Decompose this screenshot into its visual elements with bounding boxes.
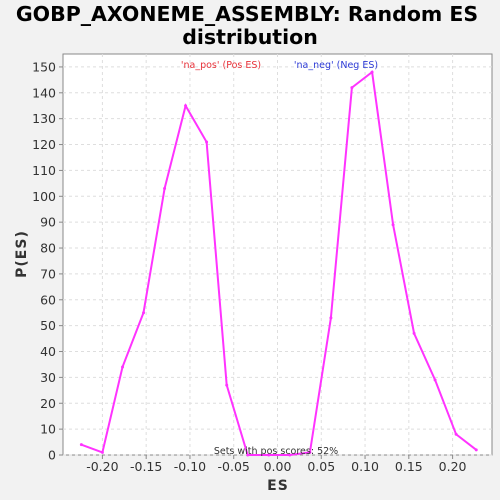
y-tick-label: 10 bbox=[40, 422, 56, 437]
data-point bbox=[288, 453, 292, 457]
data-point bbox=[79, 443, 83, 447]
data-point bbox=[100, 450, 104, 454]
y-tick-label: 50 bbox=[40, 318, 56, 333]
y-axis-label: P(ES) bbox=[14, 230, 30, 278]
x-tick-label: -0.10 bbox=[174, 459, 206, 474]
data-point bbox=[474, 448, 478, 452]
y-tick-label: 110 bbox=[32, 163, 56, 178]
x-axis-label: ES bbox=[267, 478, 289, 494]
data-point bbox=[267, 453, 271, 457]
data-point bbox=[391, 223, 395, 227]
es-distribution-line bbox=[81, 70, 477, 456]
x-tick-label: -0.05 bbox=[218, 459, 250, 474]
chart-title-line-2: distribution bbox=[182, 25, 318, 49]
x-tick-label: -0.15 bbox=[130, 459, 162, 474]
legend-pos-es: 'na_pos' (Pos ES) bbox=[181, 60, 261, 71]
x-tick-label: 0.05 bbox=[307, 459, 335, 474]
y-tick-label: 30 bbox=[40, 370, 56, 385]
x-axis-ticks: -0.20 -0.15 -0.10 -0.05 0.00 0.05 0.10 0.15 0.20 bbox=[86, 455, 467, 474]
y-axis-ticks: 0 10 20 30 40 50 60 70 80 90 100 110 120 130 140 150 bbox=[32, 59, 63, 463]
y-tick-label: 90 bbox=[40, 215, 56, 230]
y-tick-label: 20 bbox=[40, 396, 56, 411]
data-point bbox=[142, 311, 146, 315]
data-point bbox=[184, 104, 188, 108]
data-points bbox=[79, 70, 478, 457]
data-point bbox=[454, 432, 458, 436]
x-tick-label: 0.00 bbox=[264, 459, 292, 474]
data-point bbox=[412, 331, 416, 335]
chart-title-line-1: GOBP_AXONEME_ASSEMBLY: Random ES bbox=[16, 2, 478, 26]
y-tick-label: 120 bbox=[32, 137, 56, 152]
y-tick-label: 150 bbox=[32, 59, 56, 74]
data-point bbox=[163, 187, 167, 191]
data-point bbox=[308, 450, 312, 454]
grid bbox=[63, 54, 492, 456]
x-tick-label: -0.20 bbox=[86, 459, 118, 474]
x-tick-label: 0.20 bbox=[439, 459, 467, 474]
y-tick-label: 60 bbox=[40, 292, 56, 307]
data-point bbox=[329, 316, 333, 320]
y-tick-label: 40 bbox=[40, 344, 56, 359]
data-point bbox=[370, 70, 374, 74]
data-point bbox=[205, 140, 209, 144]
y-tick-label: 100 bbox=[32, 189, 56, 204]
data-point bbox=[225, 383, 229, 387]
y-tick-label: 140 bbox=[32, 85, 56, 100]
y-tick-label: 0 bbox=[48, 448, 56, 463]
y-tick-label: 130 bbox=[32, 111, 56, 126]
data-point bbox=[350, 86, 354, 90]
pos-scores-annotation: Sets with pos scores: 52% bbox=[214, 446, 338, 457]
legend-neg-es: 'na_neg' (Neg ES) bbox=[294, 60, 378, 71]
x-tick-label: 0.15 bbox=[395, 459, 423, 474]
y-tick-label: 70 bbox=[40, 266, 56, 281]
data-point bbox=[246, 453, 250, 457]
y-tick-label: 80 bbox=[40, 241, 56, 256]
data-point bbox=[121, 365, 125, 369]
x-tick-label: 0.10 bbox=[351, 459, 379, 474]
data-point bbox=[433, 378, 437, 382]
